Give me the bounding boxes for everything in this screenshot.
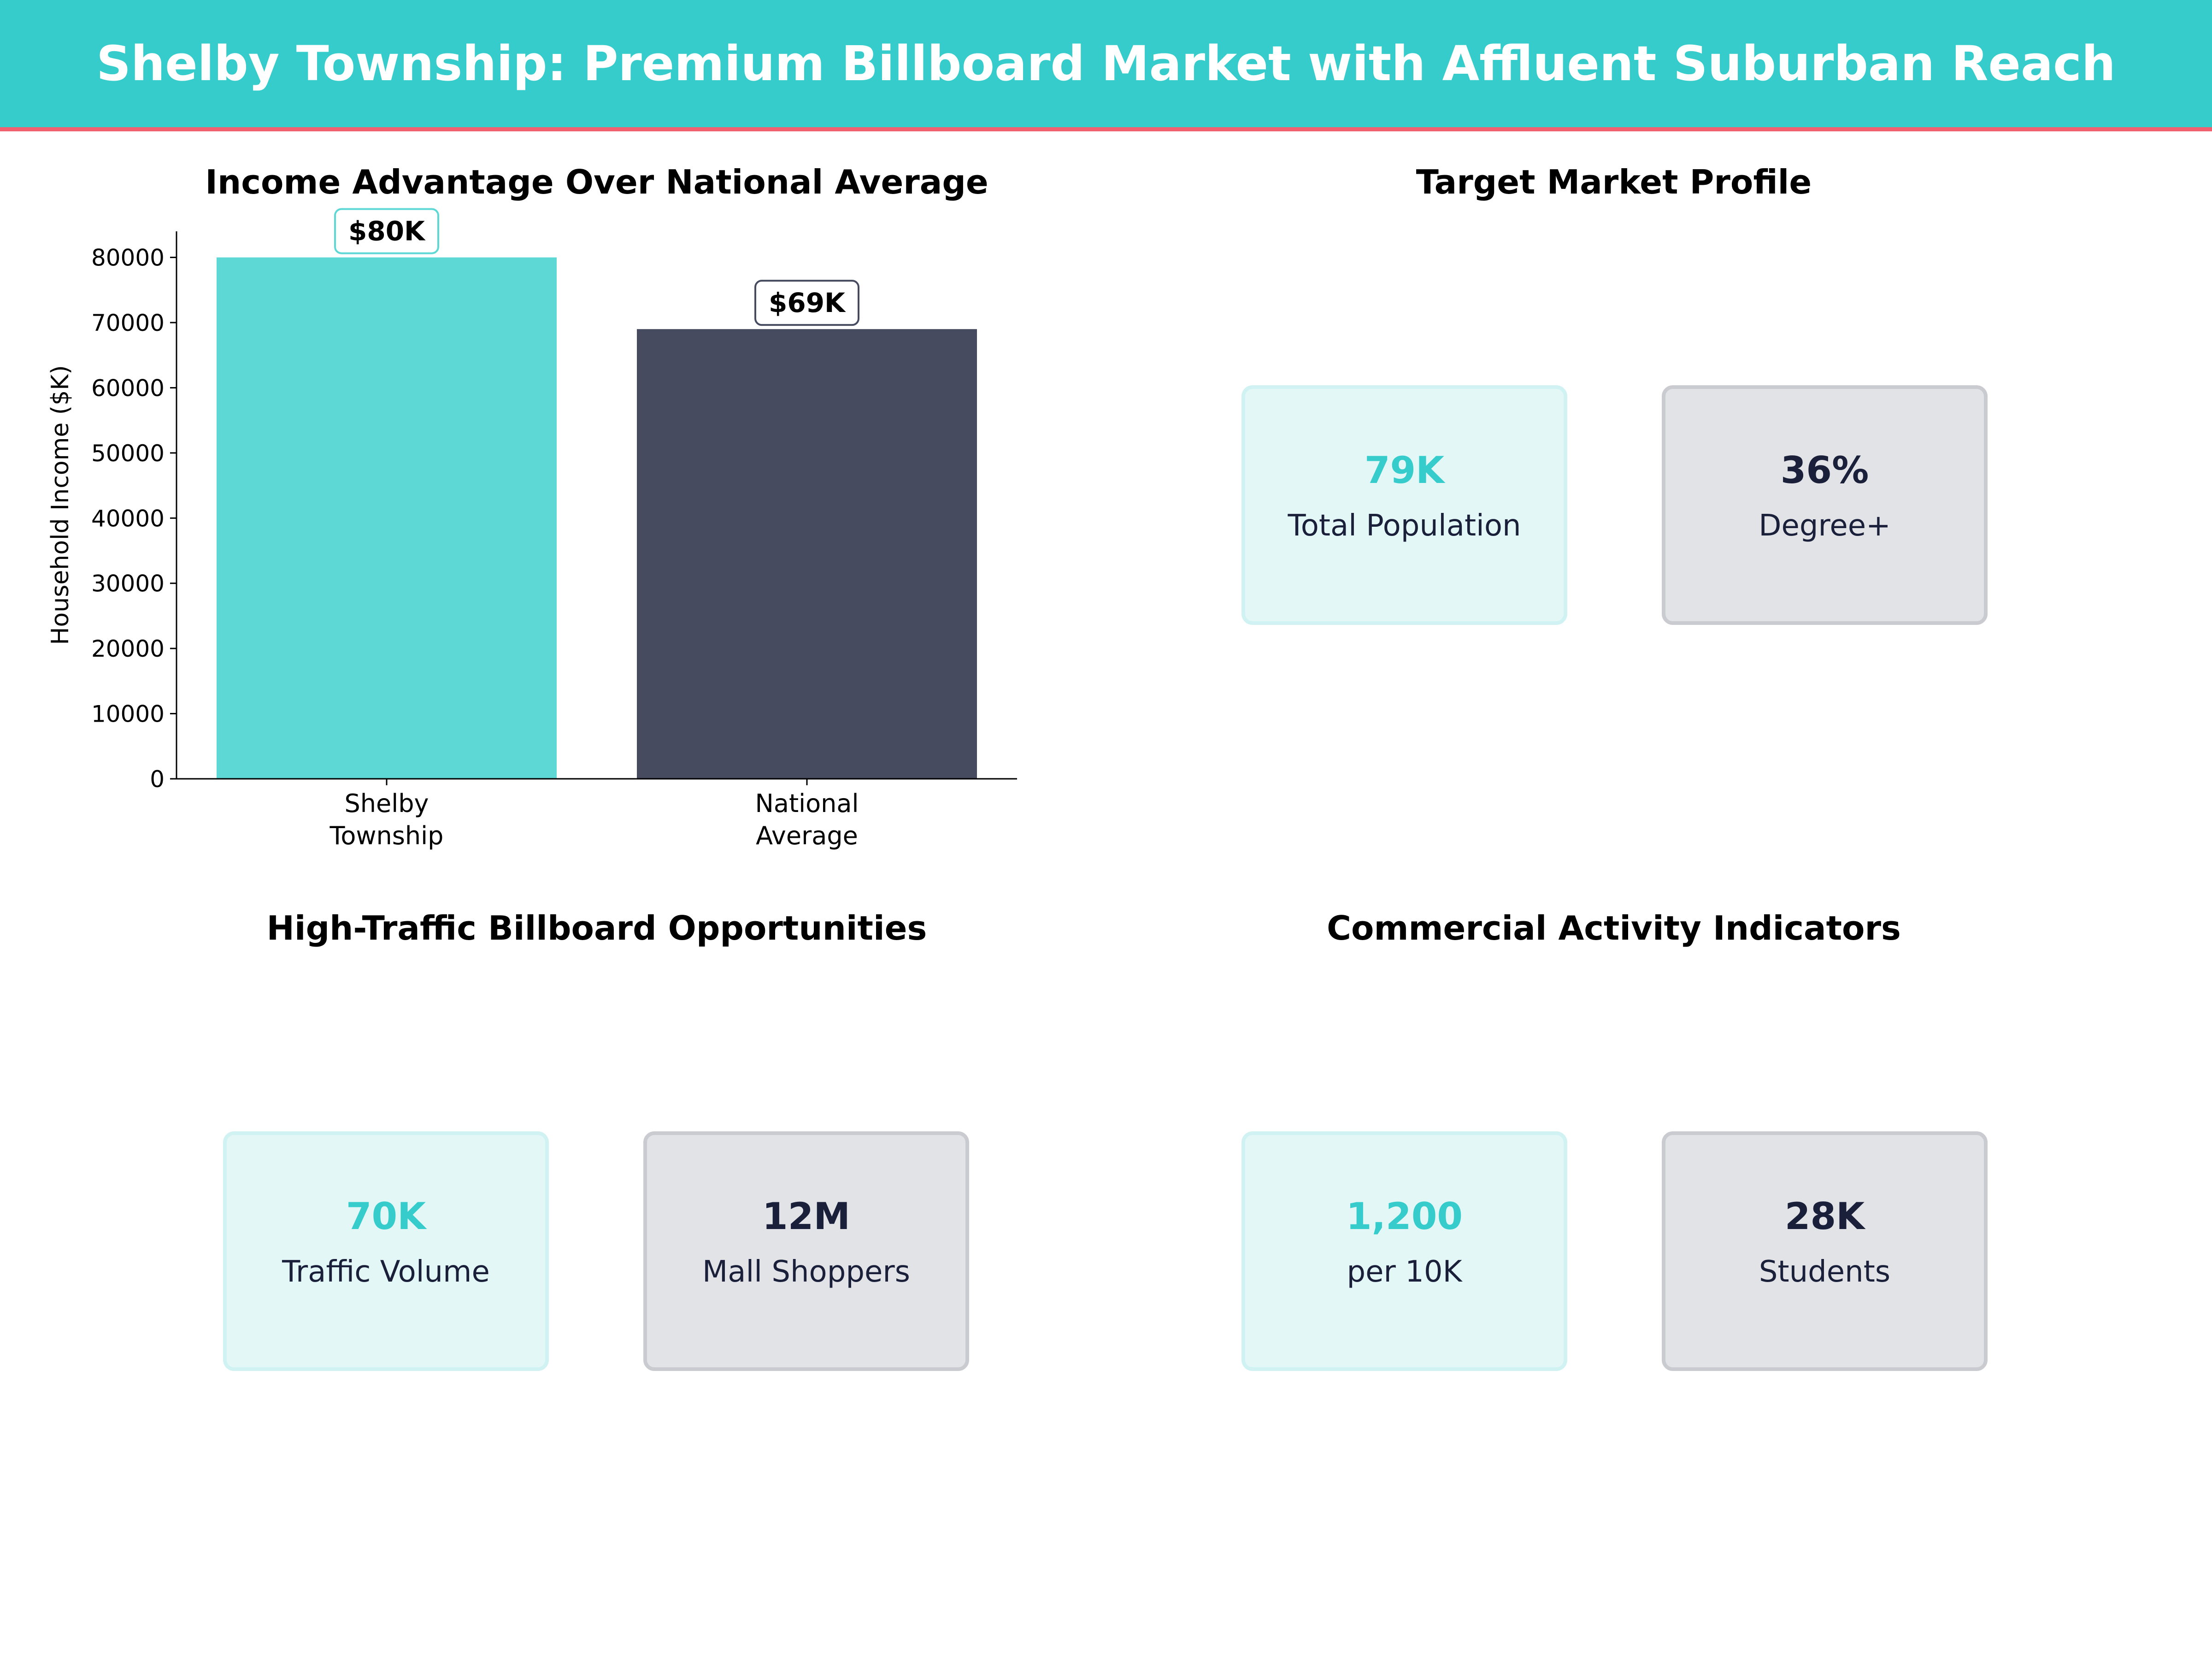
y-tick-label: 70000 xyxy=(91,310,165,336)
page-title: Shelby Township: Premium Billboard Marke… xyxy=(96,35,2116,92)
data-label-1: $69K xyxy=(769,287,846,318)
x-tick-label-0: Township xyxy=(329,821,444,850)
data-label-0: $80K xyxy=(348,216,426,247)
stat-label: Degree+ xyxy=(1759,509,1891,543)
bar-1 xyxy=(637,329,977,779)
bar-0 xyxy=(217,257,557,779)
data-label-box-1 xyxy=(754,280,859,326)
income-chart-title: Income Advantage Over National Average xyxy=(205,163,988,201)
y-tick-label: 80000 xyxy=(91,245,165,271)
x-tick-label-1: Average xyxy=(756,821,858,850)
stat-value: 1,200 xyxy=(1346,1195,1463,1238)
stat-value: 12M xyxy=(762,1195,850,1238)
stat-value: 70K xyxy=(346,1195,426,1238)
stat-label: Mall Shoppers xyxy=(702,1255,910,1289)
stat-card-total-population: 79K Total Population xyxy=(1241,385,1567,625)
stat-value: 28K xyxy=(1784,1195,1865,1238)
stat-value: 36% xyxy=(1780,449,1869,492)
y-tick-label: 50000 xyxy=(91,440,165,467)
header-banner: Shelby Township: Premium Billboard Marke… xyxy=(0,0,2212,131)
y-tick-label: 10000 xyxy=(91,701,165,728)
stat-label: Students xyxy=(1759,1255,1891,1289)
y-tick-label: 60000 xyxy=(91,375,165,401)
x-tick-label-0: Shelby xyxy=(345,789,429,818)
y-tick-label: 20000 xyxy=(91,635,165,662)
stat-card-degree: 36% Degree+ xyxy=(1662,385,1988,625)
stat-card-per-10k: 1,200 per 10K xyxy=(1241,1131,1567,1371)
target-market-title: Target Market Profile xyxy=(1416,163,1812,201)
data-label-box-0 xyxy=(334,208,439,254)
y-axis-label: Household Income ($K) xyxy=(47,365,74,645)
income-bar-chart: $80K Shelby Township $69K National Average 0 10… xyxy=(47,208,1017,850)
y-tick-label: 30000 xyxy=(91,571,165,597)
stat-label: per 10K xyxy=(1347,1255,1462,1289)
y-tick-label: 0 xyxy=(150,766,165,793)
y-tick-label: 40000 xyxy=(91,505,165,532)
stat-label: Total Population xyxy=(1288,509,1521,543)
stat-value: 79K xyxy=(1364,449,1445,492)
stat-card-students: 28K Students xyxy=(1662,1131,1988,1371)
x-tick-label-1: National xyxy=(755,789,859,818)
stat-card-traffic-volume: 70K Traffic Volume xyxy=(223,1131,549,1371)
traffic-title: High-Traffic Billboard Opportunities xyxy=(266,909,927,947)
stat-label: Traffic Volume xyxy=(282,1255,490,1289)
commercial-title: Commercial Activity Indicators xyxy=(1327,909,1901,947)
stat-card-mall-shoppers: 12M Mall Shoppers xyxy=(643,1131,969,1371)
